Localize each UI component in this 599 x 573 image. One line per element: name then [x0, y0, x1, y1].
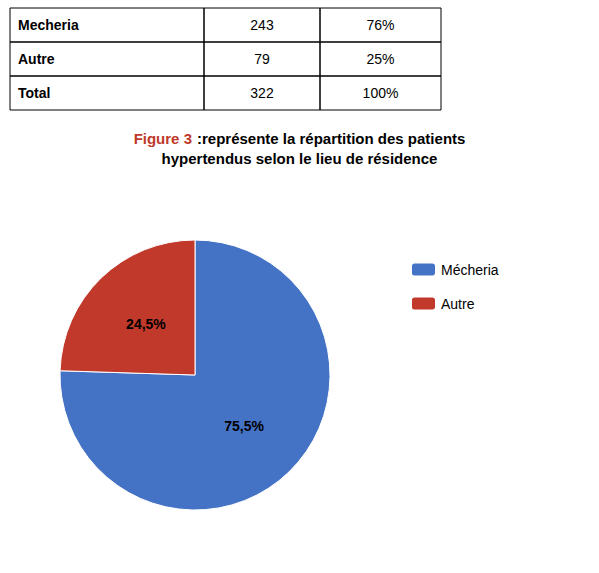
svg-text:79: 79	[254, 51, 270, 67]
svg-text:25%: 25%	[366, 51, 394, 67]
svg-text:hypertendus selon le lieu de r: hypertendus selon le lieu de résidence	[162, 150, 438, 167]
svg-text:Total: Total	[18, 85, 50, 101]
svg-text:75,5%: 75,5%	[224, 418, 264, 434]
svg-text:Autre: Autre	[441, 296, 475, 312]
svg-text:322: 322	[250, 85, 274, 101]
svg-text::représente la répartition des: :représente la répartition des patients	[197, 130, 465, 147]
svg-text:76%: 76%	[366, 17, 394, 33]
svg-text:243: 243	[250, 17, 274, 33]
svg-text:Autre: Autre	[18, 51, 55, 67]
svg-text:24,5%: 24,5%	[126, 316, 166, 332]
svg-text:Figure 3: Figure 3	[134, 130, 192, 147]
svg-text:Mécheria: Mécheria	[441, 262, 499, 278]
svg-text:100%: 100%	[363, 85, 399, 101]
svg-text:Mecheria: Mecheria	[18, 17, 79, 33]
